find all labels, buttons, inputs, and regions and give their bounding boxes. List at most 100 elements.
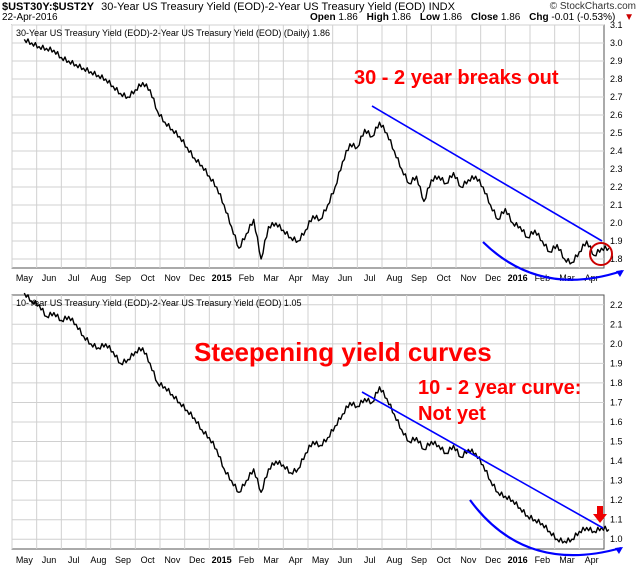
downtrend-line-top [371,105,603,242]
x-tick-label: Mar [263,555,279,565]
y-tick-label: 1.9 [610,236,623,246]
y-tick-label: 2.8 [610,74,623,84]
y-tick-label: 3.1 [610,20,623,30]
x-tick-label: Feb [239,555,255,565]
y-tick-label: 1.5 [610,437,623,447]
x-tick-label: Feb [239,273,255,283]
x-tick-label: Nov [164,273,181,283]
low-label: Low [419,12,440,23]
x-tick-label: May [312,273,330,283]
x-tick-label: Jun [42,273,57,283]
x-tick-label: Dec [485,555,502,565]
ohlc-readout: Open 1.86 High 1.86 Low 1.86 Close 1.86 … [310,12,634,23]
x-tick-label: Oct [141,273,156,283]
y-tick-label: 2.2 [610,300,623,310]
y-tick-label: 2.2 [610,182,623,192]
x-tick-label: Apr [289,555,303,565]
y-tick-label: 3.0 [610,38,623,48]
y-tick-label: 2.7 [610,92,623,102]
smile-curve-top [482,241,623,281]
price-line [23,38,610,265]
x-tick-label: Mar [559,273,575,283]
x-tick-label: Oct [437,555,452,565]
ticker-symbol: $UST30Y:$UST2Y [2,1,95,13]
x-tick-label: 2016 [508,555,528,565]
y-tick-label: 2.0 [610,339,623,349]
y-tick-label: 2.1 [610,319,623,329]
x-tick-label: 2015 [212,273,232,283]
y-tick-label: 2.0 [610,218,623,228]
close-label: Close [470,12,499,23]
x-tick-label: Feb [535,555,551,565]
chart-panel-2 [11,292,610,550]
x-tick-label: Jul [364,273,376,283]
x-tick-label: Aug [90,273,106,283]
x-tick-label: Jul [364,555,376,565]
chg-label: Chg [529,12,549,23]
y-tick-label: 1.9 [610,358,623,368]
x-tick-label: Sep [115,273,131,283]
series-legend: 30-Year US Treasury Yield (EOD)-2-Year U… [16,28,330,38]
downtrend-line-bottom [361,391,604,529]
x-tick-label: Apr [585,555,599,565]
x-tick-label: Oct [141,555,156,565]
x-tick-label: Apr [289,273,303,283]
y-tick-label: 2.4 [610,146,623,156]
y-tick-label: 1.1 [610,515,623,525]
high-label: High [366,12,389,23]
y-tick-label: 1.7 [610,397,623,407]
y-tick-label: 1.8 [610,378,623,388]
smile-curve-bottom [469,499,622,557]
red-down-arrow-icon [593,506,607,523]
x-tick-label: Aug [386,555,402,565]
x-tick-label: Mar [559,555,575,565]
x-tick-label: May [16,555,34,565]
ticker-exchange: INDX [428,1,455,13]
y-tick-label: 2.3 [610,164,623,174]
x-tick-label: Nov [164,555,181,565]
annotation-curve-line1: 10 - 2 year curve: [418,377,581,399]
x-tick-label: Dec [189,273,206,283]
low-value: 1.86 [442,12,463,23]
x-tick-label: Nov [460,555,477,565]
close-value: 1.86 [500,12,521,23]
x-tick-label: Jul [68,555,80,565]
x-tick-label: Feb [535,273,551,283]
y-tick-label: 1.4 [610,456,623,466]
chg-down-arrow-icon: ▼ [624,12,634,23]
y-tick-label: 1.6 [610,417,623,427]
x-tick-label: Aug [386,273,402,283]
chart-panel-1 [11,24,610,269]
chart-date: 22-Apr-2016 [2,12,58,23]
x-tick-label: Mar [263,273,279,283]
x-tick-label: May [16,273,34,283]
smile-arrowhead-icon [616,270,624,277]
x-tick-label: 2016 [508,273,528,283]
y-tick-label: 1.2 [610,495,623,505]
price-line [23,292,610,544]
chg-value: -0.01 (-0.53%) [551,12,616,23]
x-tick-label: Sep [411,273,427,283]
breakout-circle-icon [589,242,613,266]
series-legend: 10-Year US Treasury Yield (EOD)-2-Year U… [16,298,301,308]
y-tick-label: 1.3 [610,476,623,486]
x-tick-label: Jun [338,555,353,565]
y-tick-label: 2.9 [610,56,623,66]
x-tick-label: Jun [42,555,57,565]
x-tick-label: Dec [485,273,502,283]
brand-watermark: © StockCharts.com [549,1,636,12]
x-tick-label: 2015 [212,555,232,565]
x-tick-label: Jun [338,273,353,283]
ticker-description: 30-Year US Treasury Yield (EOD)-2-Year U… [101,1,426,13]
chart-ticker-line: $UST30Y:$UST2Y 30-Year US Treasury Yield… [2,1,455,13]
y-tick-label: 2.1 [610,200,623,210]
open-label: Open [310,12,336,23]
y-tick-label: 2.6 [610,110,623,120]
open-value: 1.86 [338,12,358,23]
x-tick-label: Sep [411,555,427,565]
y-tick-label: 1.8 [610,254,623,264]
x-tick-label: May [312,555,330,565]
smile-arrowhead-icon [615,547,623,554]
